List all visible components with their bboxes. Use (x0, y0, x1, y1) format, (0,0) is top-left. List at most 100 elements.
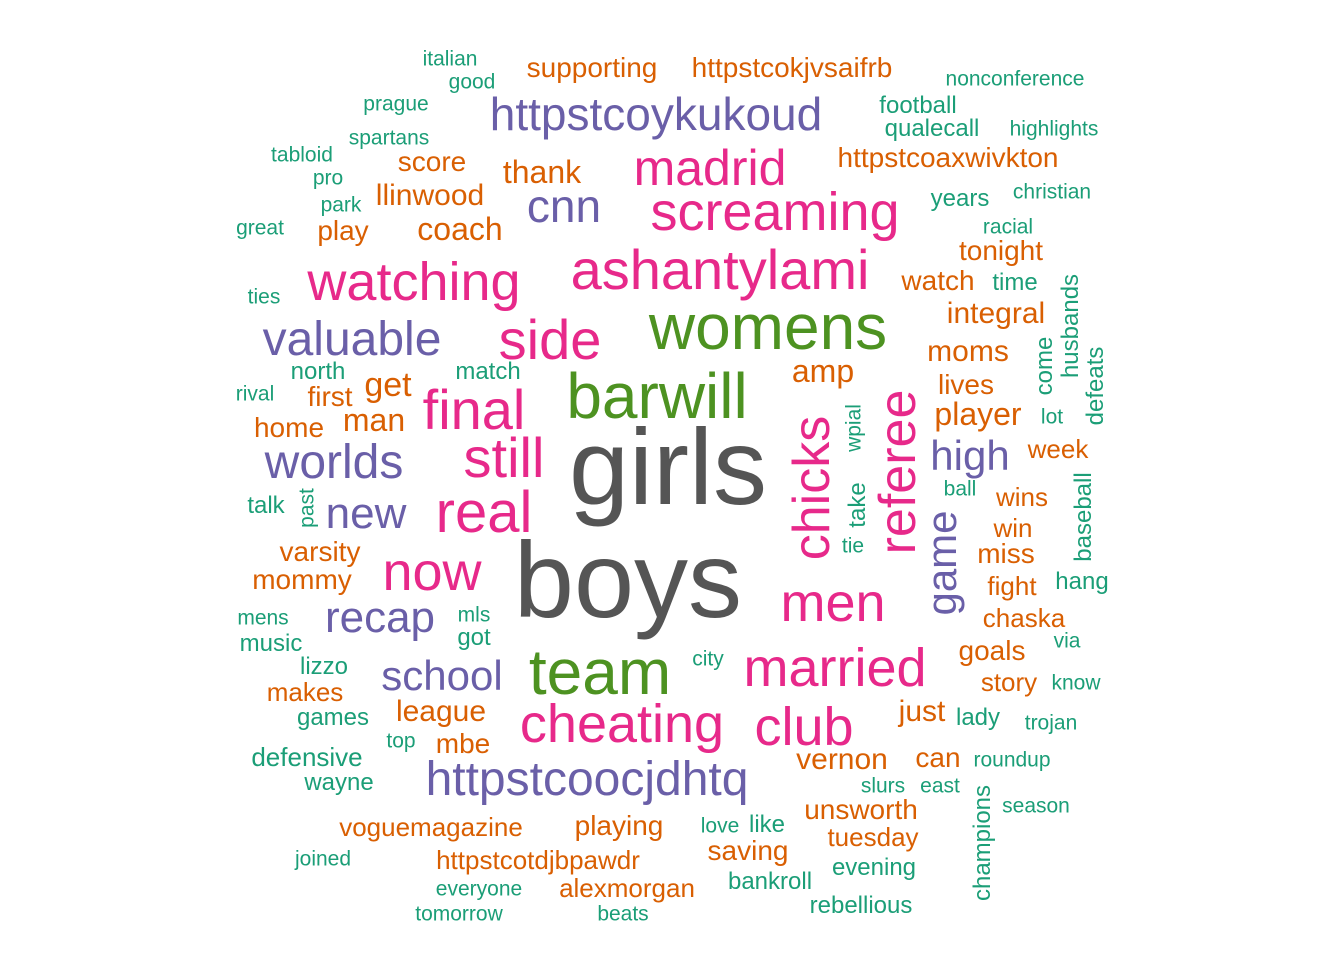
cloud-word: httpstcokjvsaifrb (691, 52, 893, 83)
cloud-word: racial (982, 215, 1034, 239)
cloud-word: lizzo (299, 653, 349, 680)
cloud-word: still (463, 426, 545, 489)
cloud-word: miss (977, 538, 1035, 569)
cloud-word: cheating (519, 694, 725, 754)
cloud-word: team (528, 636, 672, 708)
cloud-word: wpial (842, 404, 866, 452)
cloud-word: trojan (1024, 711, 1078, 735)
cloud-word: lives (937, 369, 995, 400)
cloud-word: roundup (973, 748, 1051, 772)
cloud-word: chaska (982, 603, 1066, 633)
cloud-word: valuable (262, 313, 442, 366)
cloud-word: get (364, 366, 412, 404)
cloud-word: north (290, 358, 346, 385)
cloud-word: voguemagazine (339, 812, 523, 842)
cloud-word: just (898, 695, 946, 728)
cloud-word: play (317, 215, 369, 246)
cloud-word: llinwood (375, 179, 485, 212)
cloud-word: unsworth (804, 794, 918, 825)
cloud-word: pro (312, 166, 344, 190)
cloud-word: club (754, 697, 854, 757)
cloud-word: screaming (650, 182, 900, 242)
cloud-word: httpstcoykukoud (489, 88, 823, 140)
cloud-word: football (879, 92, 957, 119)
cloud-word: tonight (958, 235, 1044, 266)
cloud-word: highlights (1009, 117, 1099, 141)
cloud-word: home (253, 412, 325, 443)
cloud-word: great (236, 216, 284, 240)
cloud-word: italian (422, 47, 478, 71)
cloud-word: watching (307, 252, 521, 312)
cloud-word: alexmorgan (559, 873, 695, 903)
cloud-word: score (397, 146, 467, 177)
cloud-word: nonconference (945, 67, 1085, 91)
cloud-word: evening (831, 854, 917, 881)
cloud-word: saving (707, 835, 789, 866)
cloud-word: integral (946, 297, 1046, 330)
cloud-word: game (918, 510, 965, 616)
cloud-word: know (1051, 671, 1101, 695)
cloud-word: qualecall (884, 115, 980, 142)
cloud-word: real (435, 480, 533, 545)
cloud-word: top (386, 729, 416, 753)
cloud-word: story (980, 667, 1038, 697)
cloud-word: httpstcoocjdhtq (425, 753, 749, 806)
cloud-word: girls (568, 406, 768, 527)
cloud-word: amp (791, 353, 855, 389)
cloud-word: varsity (279, 536, 361, 567)
cloud-word: music (239, 630, 303, 657)
cloud-word: match (455, 358, 521, 385)
cloud-word: ties (247, 285, 281, 309)
cloud-word: league (395, 695, 487, 728)
cloud-word: take (844, 482, 871, 528)
cloud-word: years (930, 185, 990, 212)
cloud-word: good (448, 70, 496, 94)
cloud-word: beats (597, 902, 649, 926)
cloud-word: week (1027, 434, 1089, 464)
cloud-word: spartans (348, 126, 430, 150)
cloud-word: christian (1012, 180, 1092, 204)
cloud-word: fight (987, 571, 1037, 601)
cloud-word: time (992, 269, 1038, 296)
cloud-word: side (498, 308, 602, 371)
cloud-word: playing (574, 810, 664, 841)
cloud-word: wayne (304, 769, 374, 796)
cloud-word: city (692, 647, 724, 671)
cloud-word: hang (1055, 568, 1109, 595)
cloud-word: final (422, 378, 526, 441)
cloud-word: ball (943, 477, 977, 501)
cloud-word: cnn (526, 180, 602, 232)
cloud-word: win (993, 513, 1033, 543)
cloud-word: season (1002, 794, 1070, 818)
cloud-word: past (295, 488, 319, 528)
cloud-word: madrid (633, 140, 787, 196)
cloud-word: via (1053, 629, 1081, 653)
cloud-word: champions (969, 784, 996, 902)
cloud-word: now (382, 542, 482, 602)
cloud-word: park (320, 193, 362, 217)
cloud-word: lot (1040, 405, 1064, 429)
cloud-word: worlds (264, 436, 404, 489)
cloud-word: wins (995, 482, 1049, 512)
cloud-word: like (748, 811, 786, 838)
cloud-word: referee (869, 389, 927, 555)
cloud-word: first (307, 381, 353, 412)
cloud-word: coach (417, 211, 503, 247)
cloud-word: rebellious (809, 892, 913, 919)
cloud-word: high (930, 432, 1010, 479)
cloud-word: rival (235, 382, 275, 406)
cloud-word: joined (294, 847, 352, 871)
cloud-word: men (780, 573, 886, 633)
cloud-word: come (1031, 336, 1058, 396)
cloud-word: games (296, 704, 370, 731)
cloud-word: chicks (783, 415, 841, 561)
cloud-word: man (342, 402, 406, 438)
cloud-word: lady (955, 704, 1001, 731)
cloud-word: talk (247, 492, 285, 519)
cloud-word: thank (502, 154, 582, 190)
cloud-word: east (920, 774, 960, 798)
cloud-word: new (325, 489, 407, 538)
cloud-word: boys (513, 519, 743, 640)
cloud-word: tie (841, 534, 865, 558)
cloud-word: womens (648, 291, 888, 363)
